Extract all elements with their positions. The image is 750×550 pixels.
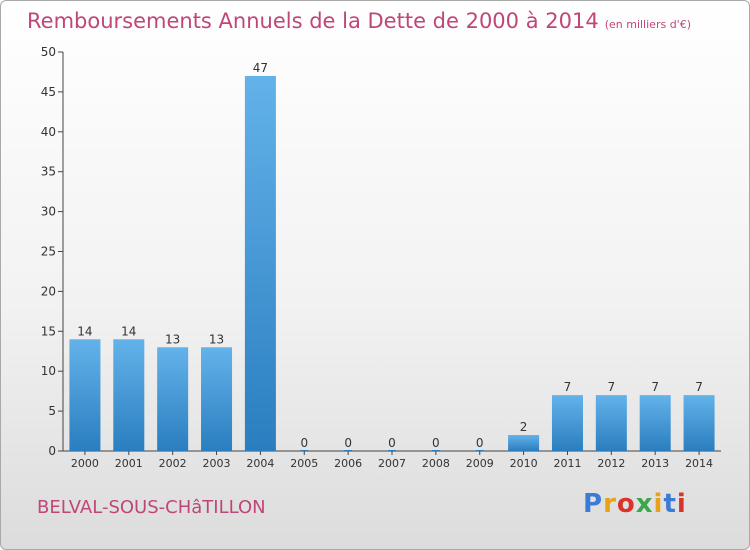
x-tick-label: 2003: [203, 457, 231, 470]
bar: [551, 395, 583, 451]
x-tick-label: 2010: [510, 457, 538, 470]
commune-name: BELVAL-SOUS-CHâTILLON: [37, 497, 266, 518]
y-tick-label: 15: [41, 324, 56, 338]
x-tick-label: 2006: [334, 457, 362, 470]
title-text: Remboursements Annuels de la Dette de 20…: [27, 9, 599, 33]
logo-letter: t: [663, 489, 677, 519]
bar-value-label: 13: [209, 332, 224, 346]
proxiti-logo[interactable]: Proxiti: [583, 489, 687, 519]
x-tick-label: 2004: [246, 457, 274, 470]
bar-value-label: 7: [564, 380, 572, 394]
y-tick-label: 30: [41, 205, 56, 219]
bar-value-label: 13: [165, 332, 180, 346]
logo-letter: r: [603, 489, 617, 519]
x-tick-label: 2008: [422, 457, 450, 470]
bar-value-label: 2: [520, 420, 528, 434]
x-tick-label: 2005: [290, 457, 318, 470]
chart-title: Remboursements Annuels de la Dette de 20…: [27, 9, 691, 33]
bar-value-label: 0: [388, 436, 396, 450]
logo-letter: i: [653, 489, 664, 519]
bar: [595, 395, 627, 451]
bar: [201, 347, 233, 451]
logo-letter: x: [635, 489, 654, 519]
y-tick-label: 20: [41, 284, 56, 298]
bar: [113, 339, 145, 451]
x-tick-label: 2009: [466, 457, 494, 470]
bar-value-label: 47: [253, 61, 268, 75]
bar: [244, 75, 276, 451]
bar: [639, 395, 671, 451]
bar-value-label: 0: [300, 436, 308, 450]
bar-labels: 14 14 13 13 47 0 0 0 0 0 2 7 7 7 7: [77, 61, 703, 450]
bar-value-label: 14: [121, 324, 136, 338]
logo-letter: i: [676, 489, 687, 519]
bars: [69, 75, 715, 451]
bar-value-label: 14: [77, 324, 92, 338]
bar-value-label: 7: [695, 380, 703, 394]
logo-letter: P: [583, 489, 604, 519]
chart-subtitle: (en milliers d'€): [604, 18, 691, 31]
y-tick-label: 0: [48, 444, 56, 458]
x-tick-label: 2012: [597, 457, 625, 470]
bar-value-label: 0: [432, 436, 440, 450]
bar-value-label: 0: [344, 436, 352, 450]
x-tick-label: 2002: [159, 457, 187, 470]
bar-value-label: 0: [476, 436, 484, 450]
x-tick-label: 2013: [641, 457, 669, 470]
bar-value-label: 7: [608, 380, 616, 394]
x-tick-label: 2014: [685, 457, 713, 470]
y-tick-label: 5: [48, 404, 56, 418]
bar-value-label: 7: [651, 380, 659, 394]
bar: [683, 395, 715, 451]
y-tick-label: 40: [41, 125, 56, 139]
bar: [508, 435, 540, 451]
y-tick-label: 50: [41, 45, 56, 59]
y-tick-label: 45: [41, 85, 56, 99]
x-tick-label: 2000: [71, 457, 99, 470]
y-tick-label: 35: [41, 165, 56, 179]
bar: [69, 339, 101, 451]
y-tick-label: 10: [41, 364, 56, 378]
x-tick-label: 2007: [378, 457, 406, 470]
x-tick-label: 2011: [553, 457, 581, 470]
logo-letter: o: [616, 489, 636, 519]
x-tick-label: 2001: [115, 457, 143, 470]
y-tick-label: 25: [41, 245, 56, 259]
bar: [157, 347, 189, 451]
